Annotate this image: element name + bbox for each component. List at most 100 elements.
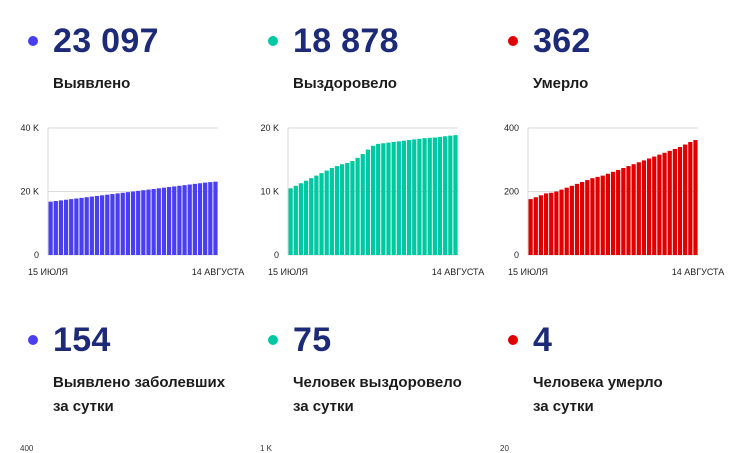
y-tick-label: 200 <box>504 187 519 197</box>
y-tick-label: 20 K <box>260 123 279 133</box>
bar <box>172 186 177 255</box>
bar <box>197 183 203 255</box>
stat-label-line2: за сутки <box>293 398 354 415</box>
bar <box>396 141 401 255</box>
bar <box>156 188 161 255</box>
bar <box>554 191 559 255</box>
bar <box>538 195 544 255</box>
bar <box>448 135 453 255</box>
bullet-icon <box>508 335 518 345</box>
x-tick-label-end: 14 АВГУСТА <box>192 267 245 277</box>
bar <box>386 142 391 255</box>
bar <box>105 194 110 255</box>
bar <box>298 183 304 255</box>
bar <box>636 162 641 255</box>
bar <box>595 176 600 255</box>
stat-daily-detected: 154 <box>28 323 111 357</box>
bar <box>543 193 549 255</box>
chart-recovered: 0 10 K 20 K 15 ИЮЛЯ 14 АВГУСТА <box>260 118 508 288</box>
bar <box>146 189 151 255</box>
stat-label-line2: за сутки <box>533 398 594 415</box>
bar <box>53 201 58 255</box>
bar <box>605 173 611 255</box>
bar <box>672 148 677 255</box>
bar <box>63 199 69 255</box>
bar <box>303 180 309 255</box>
bar <box>677 147 683 255</box>
chart-detected: 0 20 K 40 K 15 ИЮЛЯ 14 АВГУСТА <box>20 118 268 288</box>
bar <box>58 200 64 255</box>
x-tick-label-start: 15 ИЮЛЯ <box>508 267 548 277</box>
bar <box>652 156 657 255</box>
bar <box>688 141 693 255</box>
bar <box>89 196 94 255</box>
bar <box>94 195 100 255</box>
bullet-icon <box>508 36 518 46</box>
bar <box>590 178 595 255</box>
bar <box>84 197 89 255</box>
bar <box>370 145 376 255</box>
y-tick-label: 400 <box>504 123 519 133</box>
stat-value: 23 097 <box>53 22 159 60</box>
x-tick-label-start: 15 ИЮЛЯ <box>268 267 308 277</box>
stat-label-line2: за сутки <box>53 398 114 415</box>
bar <box>350 161 355 255</box>
stat-label-line1: Человека умерло <box>533 374 663 391</box>
bar <box>79 197 84 255</box>
y-tick-label: 40 K <box>20 123 39 133</box>
bar <box>432 137 437 255</box>
y-tick-label: 0 <box>274 250 279 260</box>
bar <box>391 141 396 255</box>
y-tick-label: 0 <box>34 250 39 260</box>
chart-deaths: 0 200 400 15 ИЮЛЯ 14 АВГУСТА <box>504 118 746 288</box>
bar <box>166 187 172 255</box>
bar-chart-svg: 0 200 400 15 ИЮЛЯ 14 АВГУСТА <box>504 123 724 277</box>
bar <box>580 181 585 255</box>
stat-recovered: 18 878 <box>268 24 399 58</box>
bar <box>437 136 443 255</box>
stat-value: 4 <box>533 321 553 359</box>
bar-chart-svg: 0 20 K 40 K 15 ИЮЛЯ 14 АВГУСТА <box>20 123 245 277</box>
bar <box>406 140 412 255</box>
stat-value: 75 <box>293 321 332 359</box>
bar <box>161 187 167 255</box>
bar <box>120 192 125 255</box>
bar <box>355 157 360 255</box>
stat-daily-recovered: 75 <box>268 323 331 357</box>
bar <box>564 187 569 255</box>
bar <box>401 140 407 255</box>
bar <box>125 192 131 255</box>
bar <box>130 191 136 255</box>
bar <box>417 138 422 255</box>
bar <box>360 154 365 255</box>
stat-label: Выявлено <box>53 75 131 92</box>
stat-value: 18 878 <box>293 22 399 60</box>
x-tick-label-start: 15 ИЮЛЯ <box>28 267 68 277</box>
bar <box>626 166 631 255</box>
bar <box>621 168 626 255</box>
bar <box>151 188 156 255</box>
bar <box>528 199 533 255</box>
bar <box>334 166 340 255</box>
bar <box>48 201 53 255</box>
bar <box>324 170 329 255</box>
bar <box>662 152 667 255</box>
bar <box>683 144 688 255</box>
stat-label: Умерло <box>533 75 589 92</box>
bar <box>376 143 381 255</box>
bar <box>288 188 293 255</box>
bar <box>309 178 314 255</box>
bar-chart-svg: 0 10 K 20 K 15 ИЮЛЯ 14 АВГУСТА <box>260 123 484 277</box>
bar <box>314 175 319 255</box>
bar <box>569 185 574 255</box>
bar <box>533 197 538 255</box>
stat-detected: 23 097 <box>28 24 159 58</box>
bar <box>136 190 141 255</box>
bar <box>646 158 652 255</box>
stat-daily-deaths: 4 <box>508 323 552 357</box>
bar <box>100 195 105 255</box>
y-tick-label: 0 <box>514 250 519 260</box>
bar <box>412 139 417 255</box>
bar <box>559 189 564 255</box>
bar <box>549 192 554 255</box>
